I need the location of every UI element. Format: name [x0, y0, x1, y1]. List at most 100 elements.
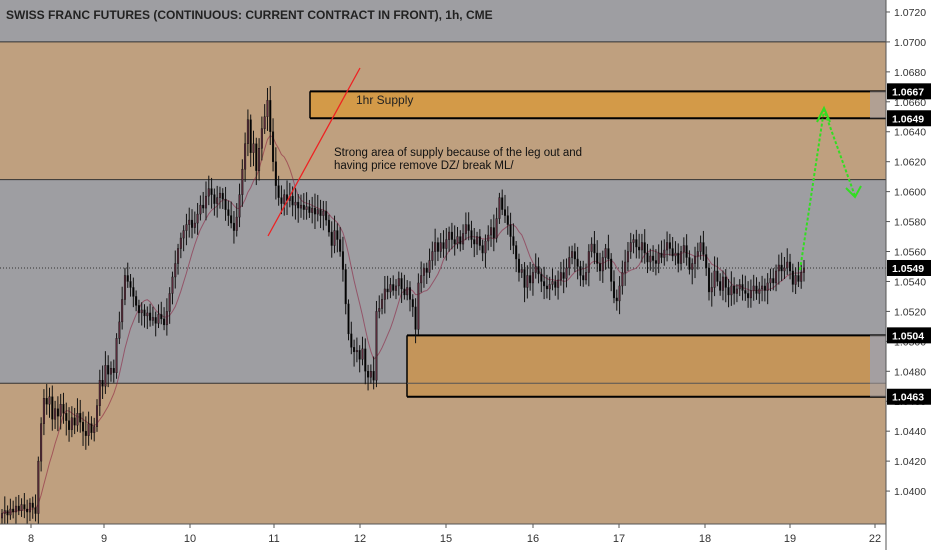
- candle-body: [417, 282, 420, 330]
- candle-body: [213, 194, 216, 204]
- candle-body: [280, 197, 283, 204]
- candle-body: [9, 508, 12, 516]
- candle-body: [509, 224, 512, 237]
- candle-body: [73, 417, 76, 426]
- candle-body: [308, 206, 311, 213]
- candle-body: [1, 513, 4, 519]
- y-tick-label: 1.0720: [894, 7, 926, 19]
- candle-body: [487, 234, 490, 242]
- x-tick-label: 15: [440, 533, 452, 545]
- y-tick-label: 1.0620: [894, 157, 926, 169]
- x-tick-label: 8: [28, 533, 34, 545]
- candle-body: [274, 161, 277, 186]
- candle-body: [179, 237, 182, 249]
- candle-body: [414, 306, 417, 330]
- candle-body: [207, 188, 210, 197]
- candle-body: [216, 197, 219, 204]
- candle-body: [14, 505, 17, 513]
- candle-body: [93, 426, 96, 433]
- candle-body: [425, 267, 428, 273]
- candle-body: [668, 242, 671, 249]
- candle-body: [498, 197, 501, 219]
- candle-body: [478, 236, 481, 246]
- candle-body: [428, 260, 431, 273]
- candle-body: [652, 255, 655, 261]
- candle-body: [157, 314, 160, 324]
- candle-body: [339, 239, 342, 252]
- candle-body: [87, 423, 90, 436]
- candle-body: [76, 413, 79, 426]
- candle-body: [682, 245, 685, 252]
- candle-body: [495, 218, 498, 239]
- candle-body: [621, 272, 624, 287]
- candle-body: [531, 272, 534, 284]
- red-trendline: [267, 67, 361, 237]
- price-label-text: 1.0504: [892, 330, 924, 342]
- candle-body: [218, 192, 221, 198]
- candle-body: [68, 420, 71, 430]
- candle-body: [573, 251, 576, 260]
- candle-body: [313, 207, 316, 215]
- candle-body: [758, 288, 761, 294]
- y-tick-label: 1.0640: [894, 127, 926, 139]
- candle-body: [791, 270, 794, 285]
- candle-body: [691, 263, 694, 270]
- candle-body: [171, 276, 174, 294]
- candle-body: [534, 266, 537, 273]
- supply-box-label: 1hr Supply: [356, 93, 413, 107]
- candle-body: [193, 222, 196, 228]
- candle-body: [336, 230, 339, 240]
- price-label-box: [887, 110, 931, 127]
- x-tick-label: 11: [268, 533, 279, 545]
- candle-body: [456, 236, 459, 245]
- candle-body: [96, 405, 99, 427]
- candle-body: [713, 270, 716, 288]
- candle-body: [568, 257, 571, 269]
- candle-body: [26, 508, 29, 513]
- candle-body: [12, 508, 15, 513]
- candle-body: [54, 408, 57, 420]
- candle-body: [160, 314, 163, 320]
- candle-body: [227, 209, 230, 216]
- price-label-box: [887, 388, 931, 405]
- candle-body: [436, 242, 439, 252]
- candle-body: [372, 371, 375, 381]
- candle-body: [752, 285, 755, 291]
- candle-body: [269, 100, 272, 132]
- candle-body: [599, 263, 602, 272]
- candle-body: [632, 239, 635, 243]
- candle-body: [221, 192, 224, 200]
- price-label-box: [887, 327, 931, 344]
- candle-body: [411, 299, 414, 308]
- candle-body: [680, 251, 683, 264]
- candle-body: [165, 311, 168, 326]
- candle-body: [431, 251, 434, 261]
- candle-body: [618, 285, 621, 302]
- candle-body: [107, 365, 110, 375]
- candle-body: [143, 309, 146, 317]
- candle-body: [484, 240, 487, 254]
- candle-body: [126, 275, 129, 282]
- candle-body: [730, 285, 733, 296]
- candle-body: [403, 288, 406, 296]
- candle-body: [783, 267, 786, 272]
- candle-body: [780, 264, 783, 272]
- candle-body: [666, 242, 669, 251]
- candle-body: [65, 413, 68, 421]
- candle-body: [224, 198, 227, 210]
- candle-body: [660, 252, 663, 258]
- candle-body: [800, 272, 803, 282]
- price-label-text: 1.0667: [892, 86, 924, 98]
- candle-body: [420, 275, 423, 284]
- candle-body: [769, 278, 772, 284]
- candle-body: [738, 284, 741, 290]
- candle-body: [59, 404, 62, 417]
- candle-body: [361, 348, 364, 360]
- candle-body: [562, 272, 565, 279]
- candle-body: [654, 260, 657, 264]
- candle-body: [749, 290, 752, 299]
- candle-body: [182, 230, 185, 239]
- y-tick-label: 1.0560: [894, 247, 926, 259]
- candle-body: [761, 285, 764, 290]
